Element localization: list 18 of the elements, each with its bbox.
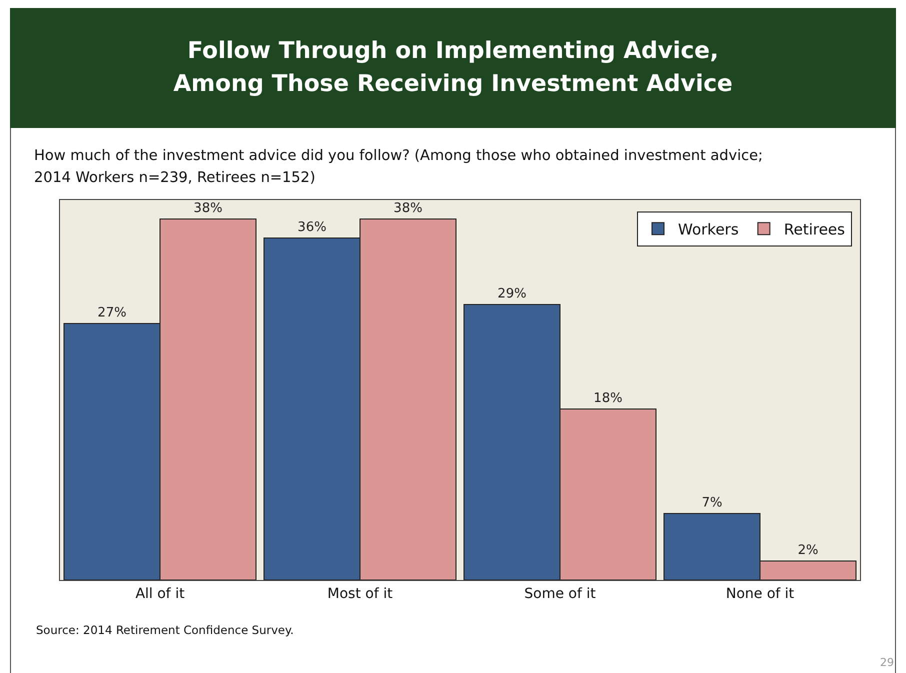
data-label: 36% <box>298 220 326 235</box>
data-label: 7% <box>702 496 722 510</box>
data-label: 18% <box>594 391 622 406</box>
legend-label: Workers <box>678 220 739 238</box>
data-label: 38% <box>394 201 422 216</box>
data-label: 2% <box>798 543 818 558</box>
source-note: Source: 2014 Retirement Confidence Survey. <box>36 623 294 637</box>
x-tick-label: All of it <box>135 586 186 602</box>
data-label: 27% <box>98 306 126 320</box>
legend-label: Retirees <box>784 220 846 238</box>
x-tick-label: Most of it <box>327 586 394 602</box>
data-label: 29% <box>498 286 526 302</box>
data-label: 38% <box>194 201 222 216</box>
chart-subtitle: How much of the investment advice did you follow? (Among those who obtained investment advice; 2014 Workers n=239, Retirees n=152) <box>34 147 764 188</box>
x-tick-label: None of it <box>726 586 795 602</box>
x-tick-label: Some of it <box>524 586 596 602</box>
text: 29 <box>880 656 894 669</box>
chart-title: Follow Through on Implementing Advice, Among Those Receiving Investment Advice <box>10 8 896 128</box>
